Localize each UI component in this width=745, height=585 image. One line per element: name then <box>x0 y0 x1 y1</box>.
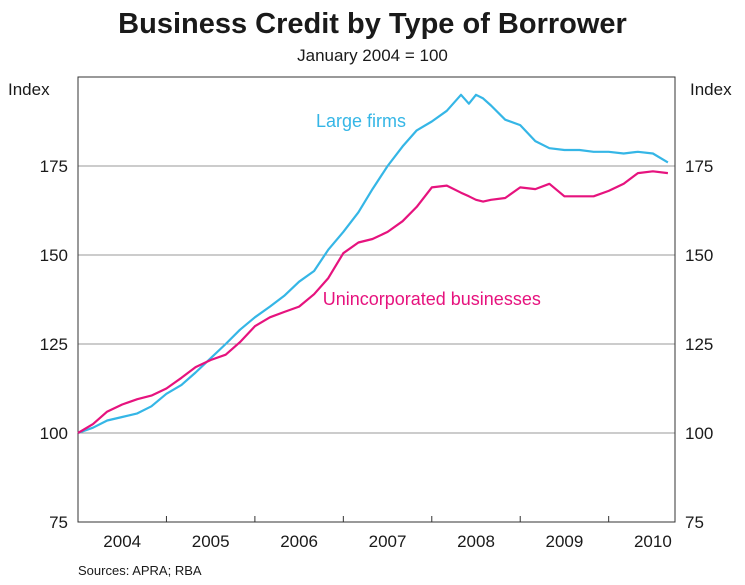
y-tick-label-right: 100 <box>685 424 713 443</box>
series-line-unincorporated <box>77 170 669 434</box>
x-tick-label: 2008 <box>457 532 495 551</box>
x-tick-label: 2004 <box>103 532 141 551</box>
gridlines <box>78 165 675 434</box>
chart-subtitle: January 2004 = 100 <box>297 46 448 65</box>
y-tick-label-left: 125 <box>40 335 68 354</box>
y-tick-label-left: 100 <box>40 424 68 443</box>
axis-ticks <box>165 516 610 522</box>
y-tick-label-right: 150 <box>685 246 713 265</box>
series-label: Large firms <box>316 111 406 131</box>
y-tick-label-right: 175 <box>685 157 713 176</box>
plot-frame <box>77 76 676 523</box>
series-lines <box>77 93 669 435</box>
x-tick-label: 2009 <box>546 532 584 551</box>
y-tick-label-left: 175 <box>40 157 68 176</box>
chart-title: Business Credit by Type of Borrower <box>118 8 627 40</box>
series-label: Unincorporated businesses <box>323 289 541 309</box>
x-tick-label: 2007 <box>369 532 407 551</box>
left-axis-unit: Index <box>8 80 50 99</box>
right-axis-unit: Index <box>690 80 732 99</box>
x-tick-label: 2006 <box>280 532 318 551</box>
y-tick-label-right: 125 <box>685 335 713 354</box>
source-note: Sources: APRA; RBA <box>78 563 202 578</box>
y-tick-label-left: 75 <box>49 513 68 532</box>
x-tick-label: 2005 <box>192 532 230 551</box>
y-tick-label-left: 150 <box>40 246 68 265</box>
x-tick-label: 2010 <box>634 532 672 551</box>
y-tick-label-right: 75 <box>685 513 704 532</box>
series-line-large-firms <box>77 93 669 435</box>
axis-labels: 75 75 100 100 125 125 150 150 175 175 2004 2005 2006… <box>40 111 714 551</box>
